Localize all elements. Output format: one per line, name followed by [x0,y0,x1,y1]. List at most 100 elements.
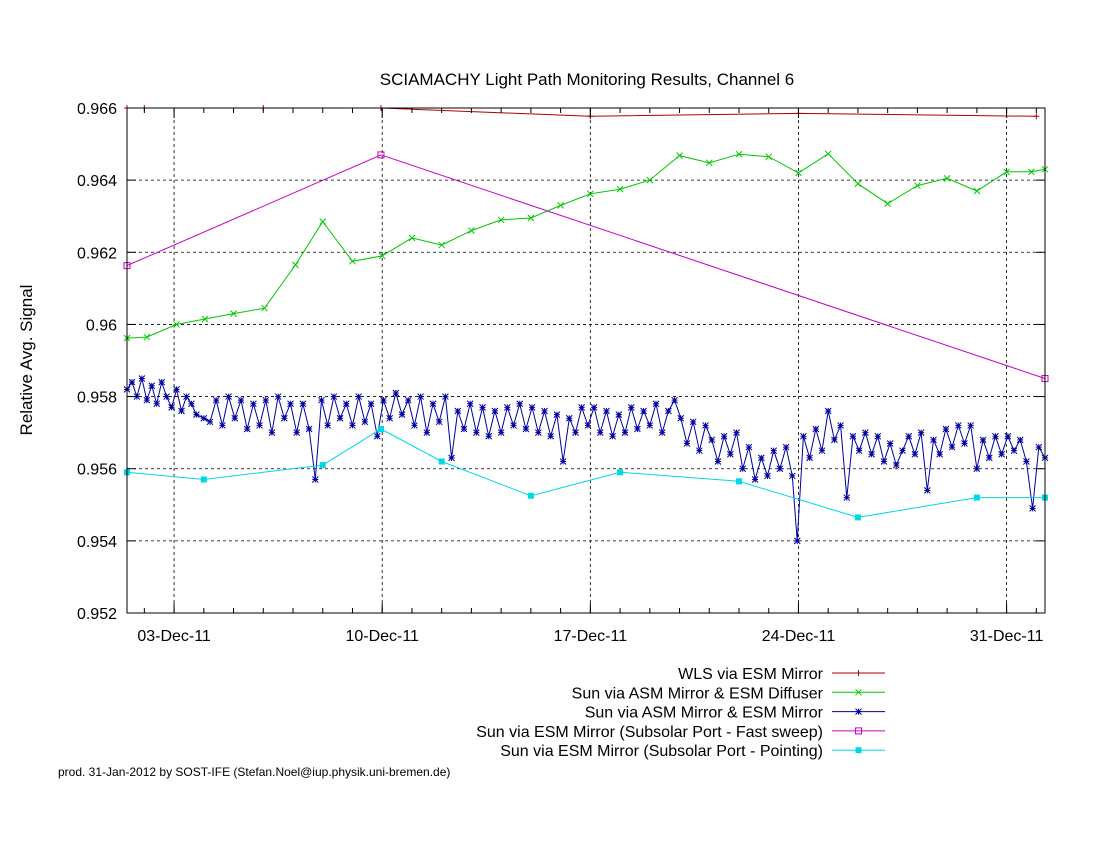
marker-stroke [318,396,325,404]
data-point [442,393,449,400]
marker-stroke [899,447,906,455]
data-point [776,465,784,473]
marker-stroke [765,153,773,161]
data-point [168,404,175,411]
marker-stroke [973,465,981,473]
data-point [1010,447,1018,455]
data-point [973,187,981,195]
marker-stroke [225,393,232,400]
data-point [491,407,499,415]
y-tick-label: 0.956 [77,462,117,479]
marker-stroke [497,429,505,436]
data-point [479,404,486,411]
marker-shape [200,476,207,483]
marker-stroke [438,241,446,249]
data-point [705,159,713,167]
marker-stroke [831,436,838,444]
marker-stroke [855,688,862,696]
marker-stroke [163,393,170,400]
data-point [854,180,862,188]
data-point [262,396,270,404]
marker-stroke [454,407,462,415]
marker-stroke [553,411,561,418]
data-point [634,425,641,433]
data-point [757,454,765,462]
data-point [330,393,338,400]
marker-stroke [757,454,765,462]
marker-stroke [448,454,455,462]
data-point [516,400,524,408]
marker-stroke [378,252,386,260]
data-point [914,182,921,189]
marker-stroke [967,422,975,429]
marker-stroke [491,407,499,415]
data-point [745,443,753,451]
marker-stroke [652,400,660,408]
data-point [874,432,882,440]
marker-stroke [330,393,338,400]
marker-stroke [201,315,209,323]
data-point [565,414,573,422]
data-point [510,422,517,429]
data-point [948,443,956,451]
marker-stroke [193,411,200,418]
marker-stroke [603,407,610,415]
marker-stroke [961,440,968,447]
marker-stroke [751,476,759,483]
marker-stroke [954,422,962,429]
data-point [378,252,386,260]
data-point [961,440,968,447]
grid-lines [127,108,1045,613]
marker-stroke [435,418,443,426]
marker-stroke [183,393,190,400]
data-point [473,429,480,436]
data-point [603,407,610,415]
data-point [163,393,170,400]
marker-stroke [998,450,1005,458]
series-4 [123,151,1049,383]
marker-stroke [547,432,555,440]
data-point [377,426,384,433]
data-point [128,378,136,386]
y-tick-label: 0.958 [77,390,117,407]
marker-stroke [770,447,778,455]
marker-stroke [646,422,654,429]
marker-stroke [168,404,175,411]
marker-stroke [584,422,592,429]
data-point [541,407,548,415]
legend-label: Sun via ASM Mirror & ESM Mirror [585,705,824,722]
data-point [201,315,209,323]
marker-stroke [206,418,214,426]
marker-stroke [782,443,790,451]
data-point [547,432,555,440]
data-point [454,407,462,415]
y-tick-label: 0.966 [77,101,117,118]
data-point [1035,443,1043,451]
data-point [143,396,151,404]
data-point [293,429,301,436]
marker-stroke [361,418,369,426]
x-tick-label: 10-Dec-11 [345,628,419,645]
marker-stroke [557,202,564,209]
data-point [677,414,685,422]
marker-stroke [522,425,530,433]
data-point [268,429,276,436]
marker-stroke [943,174,951,182]
data-point [148,382,156,390]
marker-shape [973,494,980,501]
data-point [886,440,894,447]
marker-stroke [293,429,301,436]
marker-shape [527,492,534,499]
data-point [429,400,437,408]
data-point [621,429,629,436]
legend-swatch-marker [855,747,862,754]
data-point [377,151,385,159]
marker-stroke [479,404,486,411]
marker-stroke [212,396,220,404]
marker-stroke [696,447,703,455]
marker-stroke [677,414,685,422]
marker-stroke [720,432,728,440]
data-point [1028,168,1035,176]
data-point [212,396,220,404]
